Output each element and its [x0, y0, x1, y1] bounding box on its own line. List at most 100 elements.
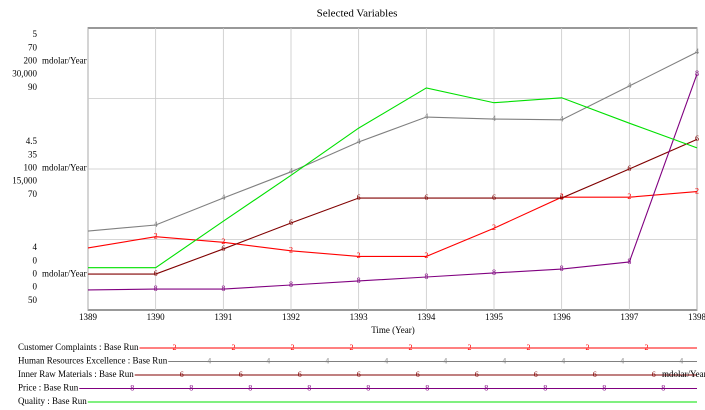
- legend-marker: 2: [527, 343, 531, 352]
- legend-marker: 2: [586, 343, 590, 352]
- x-tick-label: 1390: [147, 312, 166, 322]
- line-marker: 2: [154, 232, 158, 241]
- line-marker: 8: [695, 69, 699, 78]
- legend-marker: 6: [239, 370, 243, 379]
- line-marker: 2: [560, 192, 564, 201]
- legend-marker: 8: [602, 383, 606, 392]
- legend-marker: 8: [307, 383, 311, 392]
- line-marker: 2: [289, 246, 293, 255]
- x-tick-label: 1393: [350, 312, 369, 322]
- x-tick-label: 1391: [214, 312, 232, 322]
- legend-marker: 2: [350, 343, 354, 352]
- line-marker: 4: [695, 47, 699, 56]
- series-line: [87, 51, 698, 232]
- x-tick-label: 1395: [485, 312, 504, 322]
- series-line: [88, 138, 698, 275]
- legend-marker: 8: [543, 383, 547, 392]
- line-marker: 8: [424, 272, 428, 281]
- y-axis-unit: mdolar/Year: [42, 162, 87, 172]
- legend-label: Customer Complaints : Base Run: [18, 342, 139, 352]
- line-marker: 8: [357, 276, 361, 285]
- line-marker: 6: [357, 193, 361, 202]
- legend-marker: 2: [173, 343, 177, 352]
- line-marker: 8: [289, 280, 293, 289]
- line-marker: 2: [695, 186, 699, 195]
- line-marker: 6: [560, 193, 564, 202]
- legend-marker: 4: [207, 356, 211, 365]
- line-marker: 4: [492, 114, 496, 123]
- y-tick-label: 30,000: [12, 69, 37, 79]
- line-marker: 6: [154, 269, 158, 278]
- legend-marker: 6: [593, 370, 597, 379]
- y-tick-label: 5: [33, 29, 38, 39]
- y-tick-label: 35: [28, 149, 38, 159]
- legend-marker: 6: [357, 370, 361, 379]
- legend-unit: mdolar/Year: [662, 369, 705, 379]
- line-marker: 2: [627, 192, 631, 201]
- legend-label: Inner Raw Materials : Base Run: [18, 369, 134, 379]
- legend-marker: 4: [620, 356, 624, 365]
- line-marker: 2: [357, 251, 361, 260]
- line-marker: 6: [424, 193, 428, 202]
- legend-marker: 8: [130, 383, 134, 392]
- y-tick-label: 50: [28, 295, 38, 305]
- x-tick-label: 1396: [553, 312, 572, 322]
- series-line: [88, 87, 698, 269]
- legend-marker: 6: [298, 370, 302, 379]
- line-marker: 8: [627, 257, 631, 266]
- y-tick-label: 4.5: [26, 136, 38, 146]
- x-tick-label: 1398: [688, 312, 705, 322]
- legend-marker: 8: [366, 383, 370, 392]
- line-marker: 2: [221, 237, 225, 246]
- line-marker: 8: [492, 268, 496, 277]
- legend-marker: 6: [180, 370, 184, 379]
- legend-marker: 4: [502, 356, 506, 365]
- y-tick-label: 200: [24, 55, 38, 65]
- y-tick-label: 15,000: [12, 176, 37, 186]
- legend-marker: 8: [248, 383, 252, 392]
- x-axis-label: Time (Year): [371, 325, 415, 335]
- line-marker: 2: [424, 251, 428, 260]
- legend-label: Price : Base Run: [18, 383, 79, 393]
- x-tick-label: 1389: [79, 312, 98, 322]
- line-marker: 4: [627, 81, 631, 90]
- x-tick-label: 1392: [282, 312, 300, 322]
- line-marker: 4: [289, 167, 293, 176]
- y-axis-unit: mdolar/Year: [42, 55, 87, 65]
- legend-marker: 4: [443, 356, 447, 365]
- y-axis-unit: mdolar/Year: [42, 268, 87, 278]
- line-marker: 6: [627, 164, 631, 173]
- legend-marker: 4: [266, 356, 270, 365]
- line-marker: 6: [695, 134, 699, 143]
- y-tick-label: 4: [33, 242, 38, 252]
- legend-marker: 6: [416, 370, 420, 379]
- line-marker: 6: [289, 218, 293, 227]
- line-marker: 4: [154, 220, 158, 229]
- legend-marker: 2: [468, 343, 472, 352]
- line-marker: 8: [221, 284, 225, 293]
- line-marker: 4: [221, 193, 225, 202]
- legend-marker: 6: [534, 370, 538, 379]
- line-marker: 4: [357, 137, 361, 146]
- y-tick-label: 70: [28, 189, 38, 199]
- y-tick-label: 0: [33, 282, 38, 292]
- legend-marker: 8: [484, 383, 488, 392]
- legend-marker: 4: [384, 356, 388, 365]
- line-marker: 6: [221, 244, 225, 253]
- y-tick-label: 0: [33, 255, 38, 265]
- series-line: [87, 191, 698, 257]
- chart-title: Selected Variables: [317, 8, 398, 20]
- line-marker: 2: [492, 223, 496, 232]
- legend-marker: 2: [409, 343, 413, 352]
- line-marker: 8: [560, 264, 564, 273]
- legend-marker: 6: [652, 370, 656, 379]
- legend-marker: 8: [189, 383, 193, 392]
- legend-marker: 8: [661, 383, 665, 392]
- legend-label: Quality : Base Run: [18, 396, 87, 406]
- x-tick-label: 1394: [417, 312, 436, 322]
- legend-marker: 4: [561, 356, 565, 365]
- line-marker: 4: [424, 112, 428, 121]
- legend-marker: 6: [475, 370, 479, 379]
- y-tick-label: 100: [24, 162, 38, 172]
